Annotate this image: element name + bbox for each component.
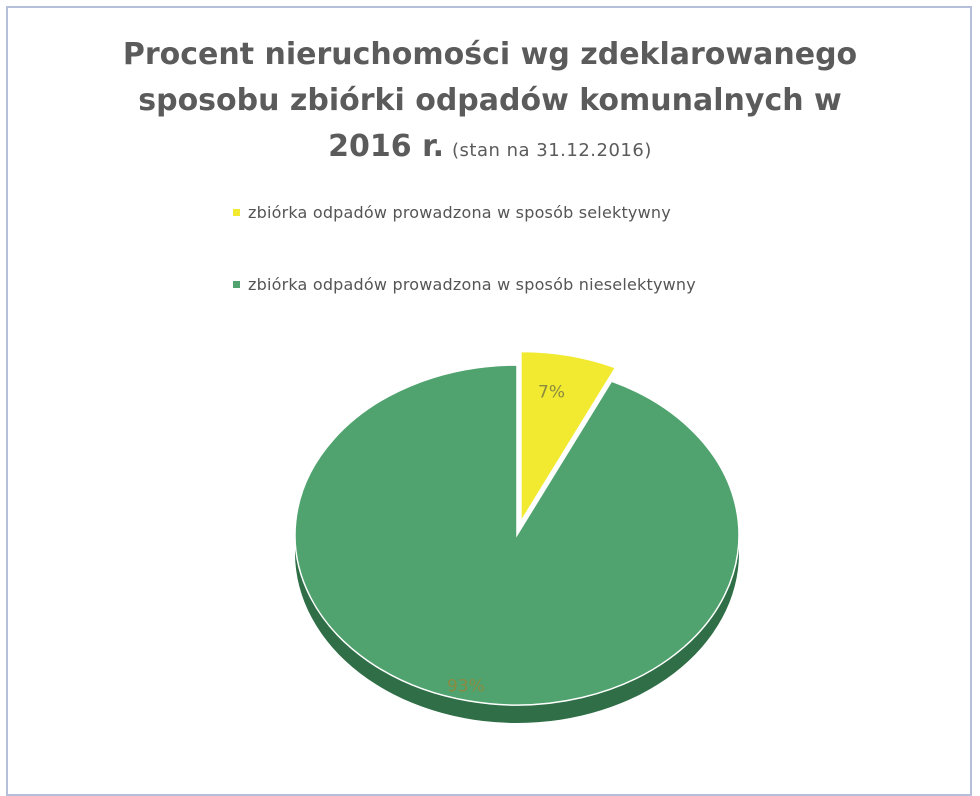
data-label-selective: 7% [538,383,565,403]
pie-slice-nonselective [295,365,739,705]
pie-chart: 7% 93% [0,0,980,773]
data-label-nonselective: 93% [447,677,485,697]
